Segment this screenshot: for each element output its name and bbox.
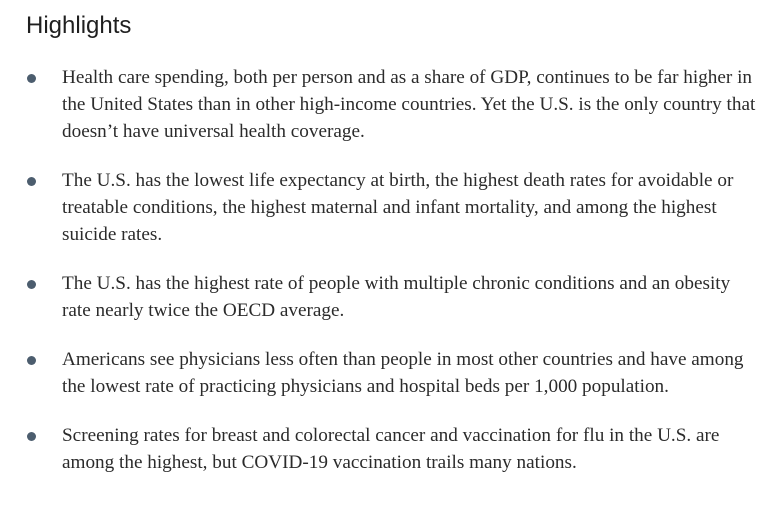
bullet: [27, 432, 36, 441]
highlight-text: The U.S. has the highest rate of people …: [62, 273, 731, 321]
highlights-list: Health care spending, both per person an…: [0, 64, 779, 498]
highlight-text: Americans see physicians less often than…: [62, 349, 744, 397]
bullet: [27, 74, 36, 83]
section-title: Highlights: [26, 12, 132, 39]
highlight-text: Health care spending, both per person an…: [62, 67, 756, 142]
highlight-item: The U.S. has the lowest life expectancy …: [0, 167, 762, 248]
highlight-item: Health care spending, both per person an…: [0, 64, 762, 145]
highlight-item: Americans see physicians less often than…: [0, 346, 762, 400]
highlight-item: The U.S. has the highest rate of people …: [0, 270, 762, 324]
bullet: [27, 356, 36, 365]
highlight-text: The U.S. has the lowest life expectancy …: [62, 170, 734, 245]
bullet: [27, 280, 36, 289]
bullet: [27, 177, 36, 186]
highlight-text: Screening rates for breast and colorecta…: [62, 425, 720, 473]
highlight-item: Screening rates for breast and colorecta…: [0, 422, 762, 476]
